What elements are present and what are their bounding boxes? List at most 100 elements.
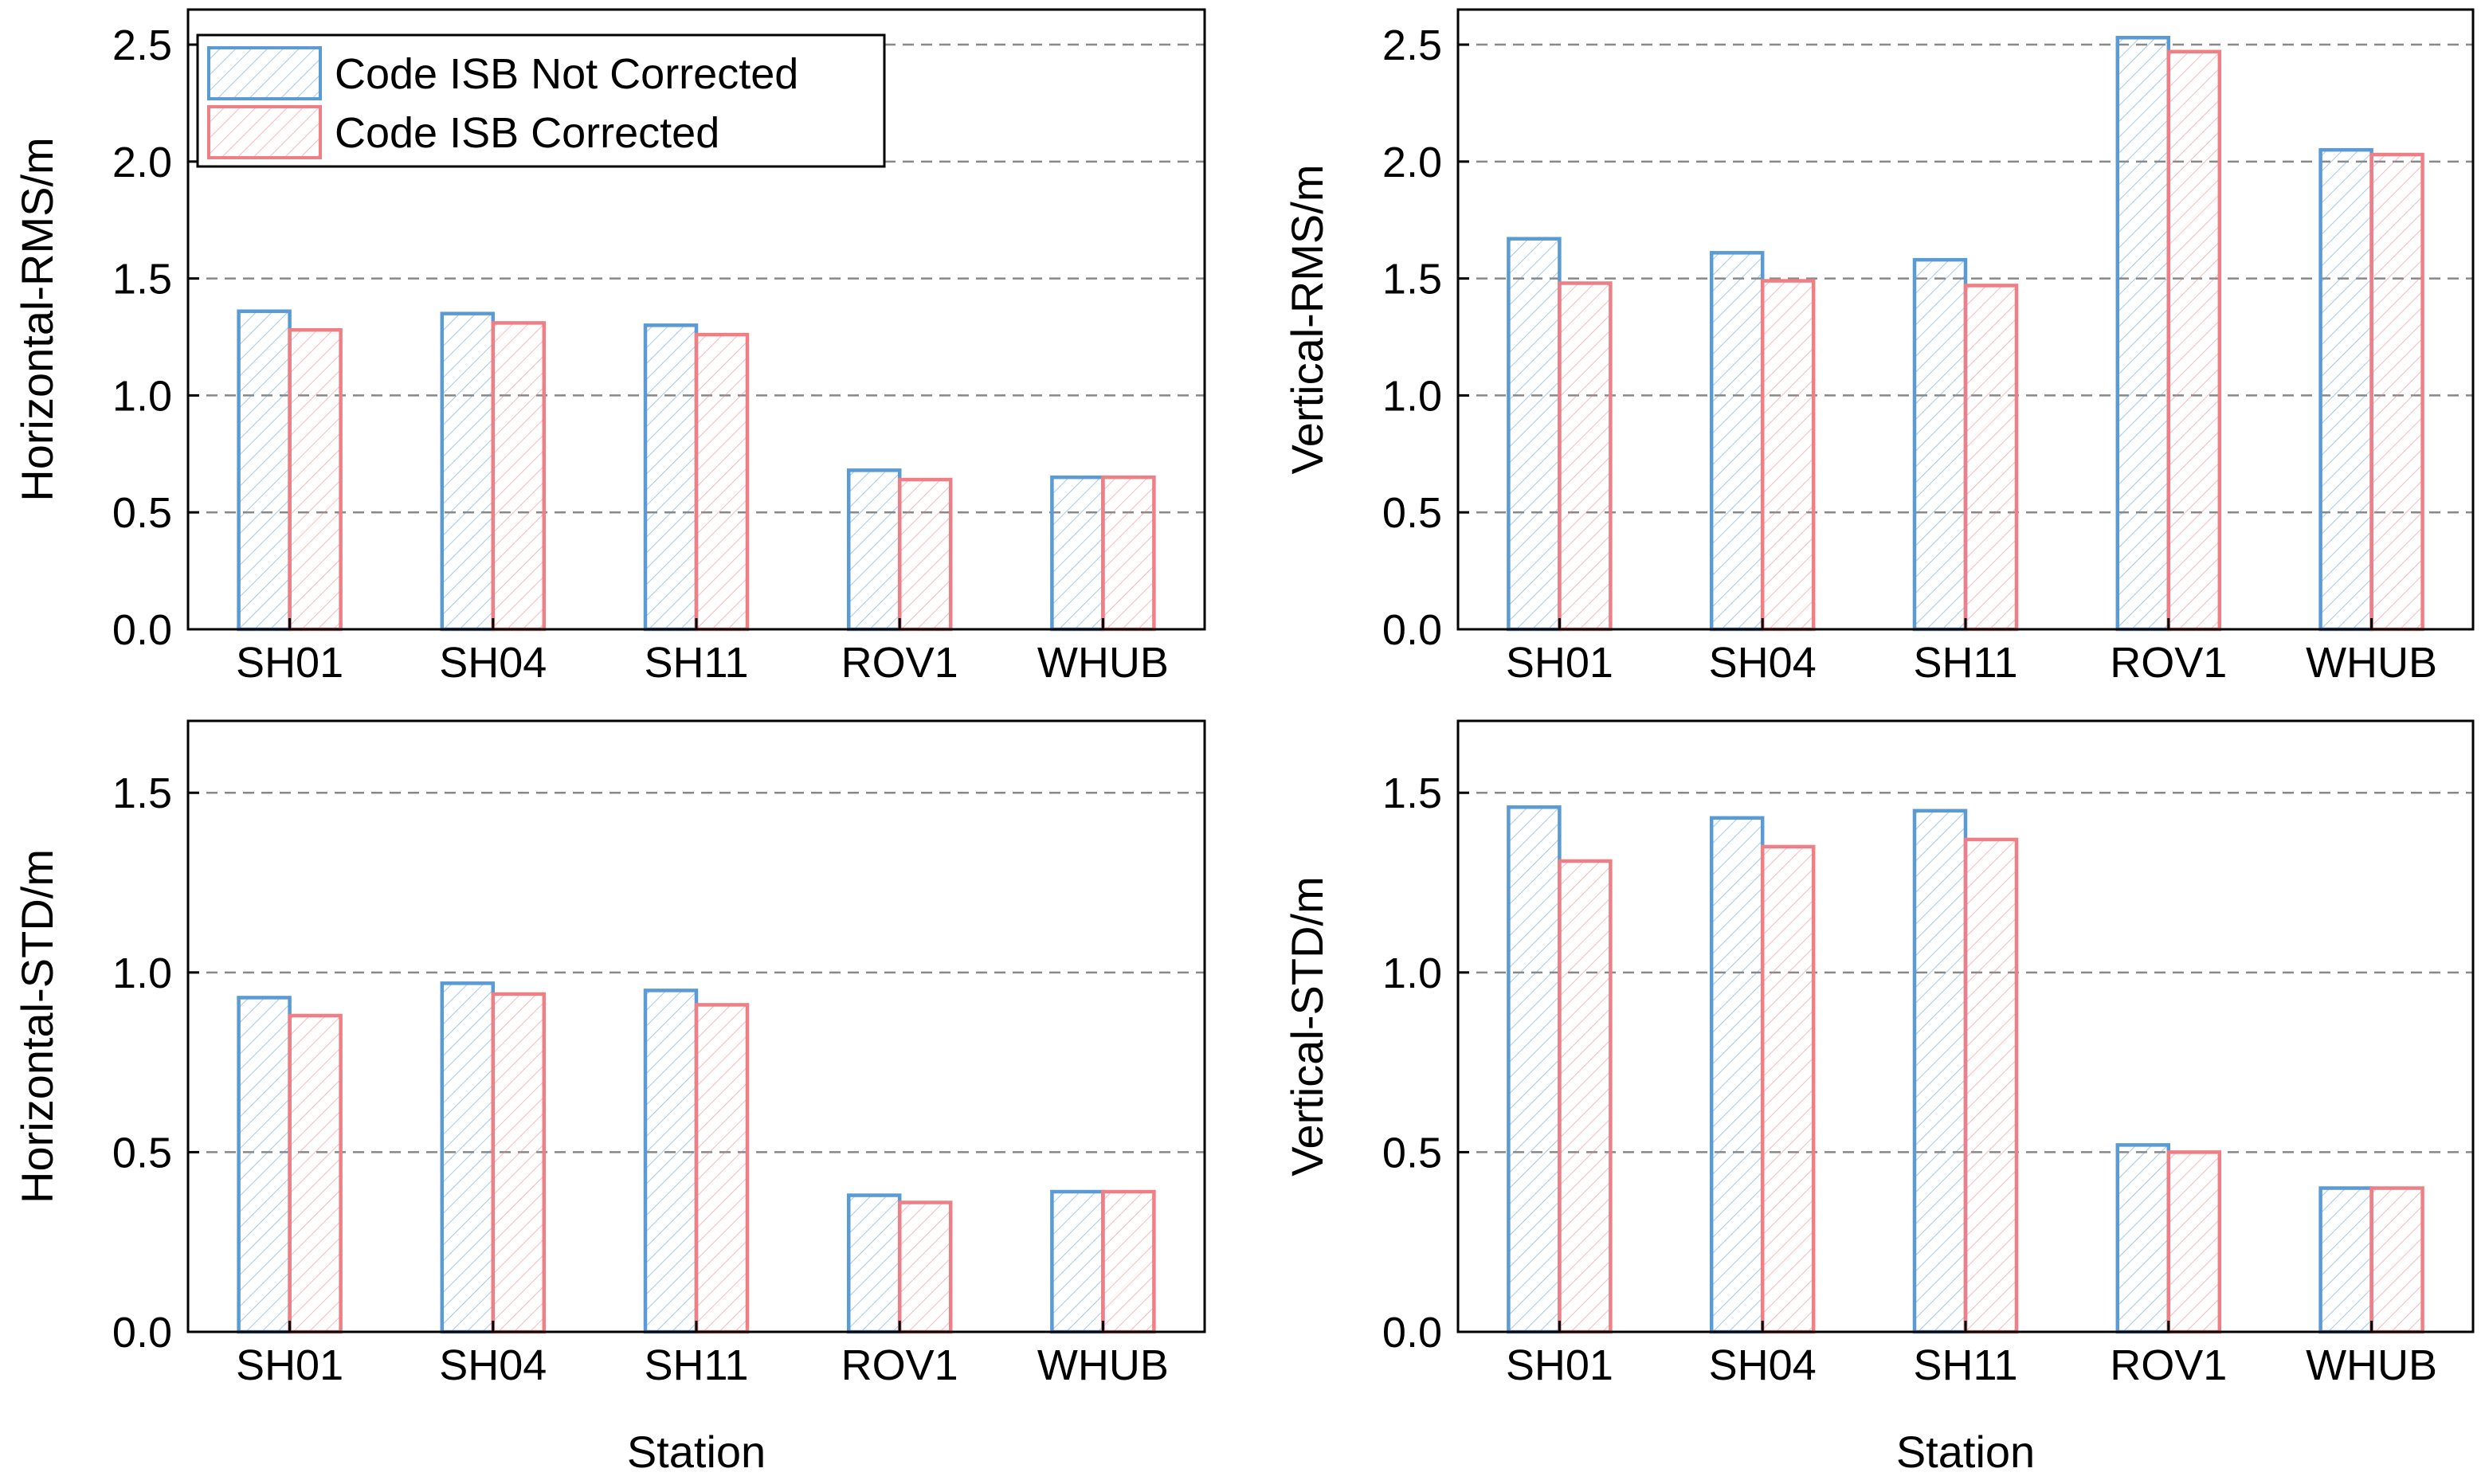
horizontal-std-m-ytick-label: 1.5 bbox=[112, 769, 172, 817]
legend-label-not-corrected: Code ISB Not Corrected bbox=[335, 50, 798, 98]
horizontal-rms-m-bar-whub-not-corrected bbox=[1050, 475, 1105, 632]
horizontal-rms-m-bar-sh11-corrected bbox=[694, 332, 750, 632]
horizontal-std-m-bar-sh04-corrected bbox=[491, 992, 547, 1334]
horizontal-std-panel: SH01 SH04 SH11 ROV1 WHUB 0.0 0.5 1.0 1.5 Horizont… bbox=[12, 719, 1206, 1477]
vertical-rms-m-ytick-label: 0.0 bbox=[1382, 606, 1442, 654]
horizontal-std-m-xtick-label-sh01: SH01 bbox=[236, 1341, 343, 1389]
vertical-std-m-xtick-label-whub: WHUB bbox=[2306, 1341, 2437, 1389]
horizontal-rms-m-bar-rov1-not-corrected bbox=[846, 468, 902, 632]
vertical-rms-m-bar-sh01-corrected bbox=[1558, 281, 1613, 632]
vertical-rms-panel: SH01 SH04 SH11 ROV1 WHUB 0.0 0.5 1.0 1.5 2.0 2.5 Ve… bbox=[1282, 8, 2475, 687]
legend-swatch-not-corrected bbox=[207, 46, 322, 100]
horizontal-std-m-ytick-label: 1.0 bbox=[112, 950, 172, 997]
vertical-rms-m-ytick-label: 2.5 bbox=[1382, 22, 1442, 69]
vertical-rms-m-ytick-label: 2.0 bbox=[1382, 139, 1442, 186]
vertical-std-m-ytick-label: 0.0 bbox=[1382, 1309, 1442, 1357]
vertical-std-m-xlabel: Station bbox=[1896, 1427, 2035, 1477]
vertical-std-m-bar-sh01-not-corrected bbox=[1507, 805, 1562, 1334]
horizontal-std-m-axes-frame bbox=[186, 719, 1206, 1333]
horizontal-rms-m-xtick-label-sh11: SH11 bbox=[644, 639, 748, 687]
horizontal-rms-m-bar-whub-corrected bbox=[1101, 475, 1156, 632]
horizontal-std-m-xtick-label-whub: WHUB bbox=[1037, 1341, 1169, 1389]
horizontal-std-m-bar-rov1-not-corrected bbox=[846, 1193, 902, 1334]
vertical-std-m-bar-sh11-corrected bbox=[1963, 837, 2019, 1334]
horizontal-std-m-xtick-label-sh11: SH11 bbox=[644, 1341, 748, 1389]
horizontal-std-m-bar-sh11-not-corrected bbox=[643, 989, 699, 1334]
legend: Code ISB Not Corrected Code ISB Correcte… bbox=[196, 33, 886, 168]
vertical-std-m-bar-sh04-not-corrected bbox=[1709, 816, 1765, 1334]
vertical-rms-m-bar-sh01-not-corrected bbox=[1507, 237, 1562, 632]
legend-label-corrected: Code ISB Corrected bbox=[335, 109, 719, 157]
vertical-std-m-bar-sh11-not-corrected bbox=[1912, 809, 1968, 1334]
vertical-std-m-xtick-label-sh04: SH04 bbox=[1709, 1341, 1817, 1389]
vertical-rms-m-xtick-label-sh04: SH04 bbox=[1709, 639, 1817, 687]
vertical-rms-m-ytick-label: 0.5 bbox=[1382, 489, 1442, 537]
vertical-rms-m-xtick-label-sh01: SH01 bbox=[1506, 639, 1613, 687]
horizontal-rms-m-ytick-label: 1.5 bbox=[112, 256, 172, 303]
vertical-rms-m-bar-rov1-corrected bbox=[2166, 49, 2222, 632]
horizontal-rms-m-ytick-label: 2.0 bbox=[112, 139, 172, 186]
horizontal-std-m-bar-sh04-not-corrected bbox=[440, 981, 496, 1334]
vertical-std-m-axes-frame bbox=[1456, 719, 2475, 1333]
horizontal-rms-m-axes-frame bbox=[186, 8, 1206, 631]
horizontal-rms-m-ytick-label: 0.5 bbox=[112, 489, 172, 537]
horizontal-std-m-bar-rov1-corrected bbox=[897, 1200, 953, 1334]
horizontal-rms-m-ytick-label: 0.0 bbox=[112, 606, 172, 654]
vertical-rms-m-bar-sh11-not-corrected bbox=[1912, 257, 1968, 632]
horizontal-rms-m-bar-sh01-not-corrected bbox=[237, 309, 292, 632]
horizontal-rms-m-bar-sh04-not-corrected bbox=[440, 311, 496, 632]
horizontal-rms-m-bar-sh11-not-corrected bbox=[643, 323, 699, 632]
vertical-rms-m-xtick-label-rov1: ROV1 bbox=[2110, 639, 2227, 687]
vertical-rms-m-ytick-label: 1.0 bbox=[1382, 372, 1442, 420]
horizontal-rms-m-bar-sh01-corrected bbox=[288, 327, 343, 632]
horizontal-std-m-bar-whub-not-corrected bbox=[1050, 1189, 1105, 1334]
vertical-std-panel: SH01 SH04 SH11 ROV1 WHUB 0.0 0.5 1.0 1.5 Vertical… bbox=[1282, 719, 2475, 1477]
vertical-rms-m-ytick-label: 1.5 bbox=[1382, 256, 1442, 303]
vertical-std-m-bar-sh04-corrected bbox=[1760, 844, 1816, 1334]
horizontal-rms-m-xtick-label-sh01: SH01 bbox=[236, 639, 343, 687]
horizontal-std-m-bar-sh11-corrected bbox=[694, 1003, 750, 1334]
horizontal-rms-m-xtick-label-sh04: SH04 bbox=[439, 639, 547, 687]
vertical-std-m-bar-rov1-corrected bbox=[2166, 1150, 2222, 1334]
vertical-rms-m-xtick-label-sh11: SH11 bbox=[1913, 639, 2017, 687]
horizontal-std-m-bar-sh01-corrected bbox=[288, 1013, 343, 1334]
vertical-std-m-bar-whub-corrected bbox=[2369, 1186, 2424, 1334]
legend-swatch-corrected bbox=[207, 105, 322, 159]
horizontal-rms-m-ytick-label: 1.0 bbox=[112, 372, 172, 420]
vertical-rms-m-bar-sh11-corrected bbox=[1963, 284, 2019, 632]
vertical-rms-m-xtick-label-whub: WHUB bbox=[2306, 639, 2437, 687]
horizontal-rms-m-bar-sh04-corrected bbox=[491, 321, 547, 632]
vertical-std-m-ytick-label: 1.5 bbox=[1382, 769, 1442, 817]
vertical-std-m-bar-sh01-corrected bbox=[1558, 859, 1613, 1334]
vertical-std-m-bar-rov1-not-corrected bbox=[2115, 1143, 2171, 1334]
horizontal-rms-m-xtick-label-rov1: ROV1 bbox=[841, 639, 958, 687]
horizontal-std-m-xtick-label-rov1: ROV1 bbox=[841, 1341, 958, 1389]
horizontal-rms-m-ytick-label: 2.5 bbox=[112, 22, 172, 69]
horizontal-rms-m-xtick-label-whub: WHUB bbox=[1037, 639, 1169, 687]
vertical-std-m-xtick-label-rov1: ROV1 bbox=[2110, 1341, 2227, 1389]
vertical-std-m-xtick-label-sh01: SH01 bbox=[1506, 1341, 1613, 1389]
vertical-std-m-xtick-label-sh11: SH11 bbox=[1913, 1341, 2017, 1389]
vertical-std-m-ytick-label: 1.0 bbox=[1382, 950, 1442, 997]
vertical-std-m-bar-whub-not-corrected bbox=[2318, 1186, 2373, 1334]
vertical-std-m-ylabel: Vertical-STD/m bbox=[1282, 876, 1332, 1177]
vertical-rms-m-bar-sh04-corrected bbox=[1760, 279, 1816, 632]
horizontal-std-m-ytick-label: 0.5 bbox=[112, 1129, 172, 1177]
vertical-rms-m-axes-frame bbox=[1456, 8, 2475, 631]
horizontal-rms-m-ylabel: Horizontal-RMS/m bbox=[12, 137, 62, 501]
horizontal-std-m-ytick-label: 0.0 bbox=[112, 1309, 172, 1357]
horizontal-rms-m-bar-rov1-corrected bbox=[897, 477, 953, 632]
horizontal-std-m-ylabel: Horizontal-STD/m bbox=[12, 849, 62, 1204]
vertical-rms-m-bar-rov1-not-corrected bbox=[2115, 35, 2171, 632]
horizontal-std-m-bar-sh01-not-corrected bbox=[237, 996, 292, 1334]
horizontal-std-m-bar-whub-corrected bbox=[1101, 1189, 1156, 1334]
vertical-std-m-ytick-label: 0.5 bbox=[1382, 1129, 1442, 1177]
horizontal-std-m-xtick-label-sh04: SH04 bbox=[439, 1341, 547, 1389]
vertical-rms-m-bar-sh04-not-corrected bbox=[1709, 251, 1765, 632]
horizontal-rms-panel: SH01 SH04 SH11 ROV1 WHUB 0.0 0.5 1.0 1.5 2.0 2.5 Ho… bbox=[12, 8, 1206, 687]
vertical-rms-m-bar-whub-not-corrected bbox=[2318, 147, 2373, 632]
vertical-rms-m-ylabel: Vertical-RMS/m bbox=[1282, 165, 1332, 475]
vertical-rms-m-bar-whub-corrected bbox=[2369, 152, 2424, 632]
horizontal-std-m-xlabel: Station bbox=[627, 1427, 766, 1477]
